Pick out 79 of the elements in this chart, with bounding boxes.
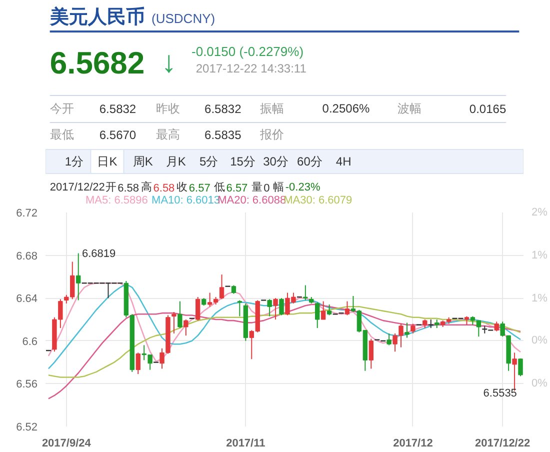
text: MA20: 6.6088 [218, 194, 286, 206]
text: MA10: 6.6013 [152, 194, 220, 206]
candlestick [494, 321, 499, 332]
chart-title: 美元人民币 [48, 6, 145, 28]
candlestick [303, 284, 308, 301]
text: 0.0165 [469, 102, 506, 116]
text: 收 [176, 182, 188, 194]
candlestick [267, 298, 272, 317]
candlestick [326, 304, 332, 316]
candlestick [76, 252, 81, 301]
y-tick-label: 6.68 [16, 250, 38, 262]
text: 振幅 [260, 102, 284, 116]
candlestick [518, 358, 523, 377]
candlestick [136, 352, 140, 375]
text: ↓ [161, 46, 176, 79]
text: 6.5835 [204, 128, 242, 142]
text: 0.2506% [322, 102, 370, 116]
x-tick-label: 2017/9/24 [42, 438, 92, 450]
text: 日K [97, 154, 118, 168]
text: 1分 [64, 154, 84, 168]
text: 4H [336, 154, 352, 168]
candlestick [237, 300, 242, 317]
text: 6.5670 [99, 128, 136, 142]
text: 15分 [230, 154, 256, 168]
candlestick [279, 298, 284, 316]
candlestick [178, 300, 182, 329]
x-tick-label: 2017/12 [393, 438, 433, 450]
candlestick [219, 274, 224, 300]
text: MA30: 6.6079 [284, 194, 352, 206]
text: 幅 [273, 182, 284, 194]
text: 0 [264, 182, 270, 194]
text: 6.5682 [50, 46, 145, 80]
text: 今开 [50, 102, 74, 116]
candlestick [386, 332, 392, 346]
annotation: 6.5535 [483, 387, 517, 400]
text: 报价 [259, 128, 284, 142]
x-tick-label: 2017/11 [226, 438, 266, 450]
text: 量 [251, 182, 262, 194]
text: 低 [214, 182, 226, 194]
candlestick [320, 300, 326, 320]
text: 6.5832 [204, 102, 242, 116]
candlestick [410, 323, 416, 334]
text: 月K [166, 154, 186, 168]
candlestick [315, 302, 320, 329]
candlestick [273, 298, 278, 320]
text: 2017/12/22 [50, 182, 105, 194]
candlestick [196, 296, 200, 322]
candlestick [404, 322, 410, 338]
y-tick-label: 6.52 [16, 422, 38, 434]
chart-subtitle: (USDCNY) [152, 11, 216, 26]
candlestick [344, 300, 350, 316]
text: 高 [141, 180, 152, 194]
text: 6.58 [153, 182, 175, 194]
annotation: 6.6819 [82, 248, 116, 260]
candlestick [184, 319, 188, 336]
text: MA5: 6.5896 [85, 194, 148, 206]
candlestick [172, 312, 176, 334]
text: 昨收 [156, 102, 180, 116]
y-tick-label: 6.56 [16, 378, 38, 391]
y-tick-label: 6.64 [16, 293, 38, 306]
text: 30分 [263, 154, 288, 168]
text: -0.0150 (-0.2279%) [192, 44, 304, 59]
text: 6.58 [118, 182, 140, 194]
text: 最高 [156, 128, 180, 142]
x-tick-label: 2017/12/22 [475, 438, 530, 450]
y-tick-label: 6.72 [16, 208, 38, 220]
text: 6.57 [188, 182, 210, 194]
candlestick [368, 338, 374, 370]
text: 6.57 [226, 182, 248, 194]
text: -0.23% [285, 182, 320, 194]
text: 6.5832 [99, 102, 136, 116]
text: 最低 [50, 128, 74, 142]
text: 周K [132, 154, 153, 168]
y-tick-label: 6.6 [22, 336, 38, 348]
text: 开 [105, 182, 116, 194]
text: 波幅 [397, 102, 422, 116]
text: 2017-12-22 14:33:11 [196, 62, 307, 76]
text: 5分 [200, 154, 218, 168]
text: 60分 [297, 154, 322, 168]
